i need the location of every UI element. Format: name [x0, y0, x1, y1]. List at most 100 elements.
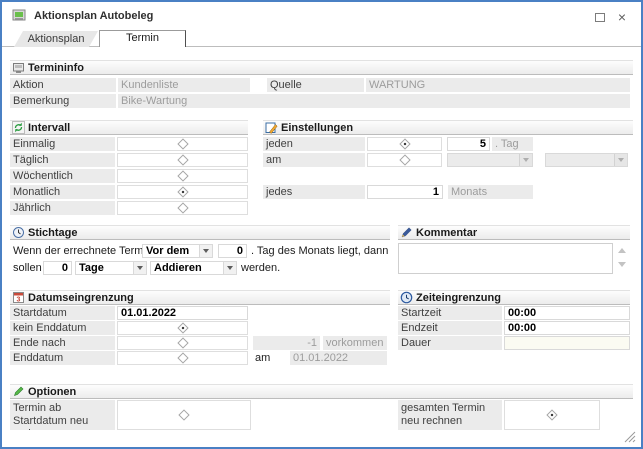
tabstrip-baseline	[2, 46, 641, 47]
enddatum-radio[interactable]	[117, 351, 248, 365]
stichtage-mode-dropdown[interactable]: Vor dem	[142, 244, 213, 258]
intervall-woechentlich-label: Wöchentlich	[10, 169, 115, 183]
intervall-monatlich-label: Monatlich	[10, 185, 115, 199]
termininfo-title: Termininfo	[28, 61, 85, 74]
jeden-tag-input[interactable]	[447, 137, 490, 151]
einstellungen-header: Einstellungen	[263, 120, 633, 135]
radio-diamond-icon	[398, 138, 411, 150]
am-radio[interactable]	[367, 153, 442, 167]
jedes-label: jedes	[263, 185, 365, 199]
radio-diamond-icon	[178, 409, 190, 421]
kein-enddatum-radio[interactable]	[117, 321, 248, 335]
intervall-taeglich-label: Täglich	[10, 153, 115, 167]
maximize-icon	[595, 12, 605, 22]
termininfo-header: Termininfo	[10, 60, 633, 75]
startdatum-label: Startdatum	[10, 306, 115, 320]
radio-diamond-icon	[176, 186, 189, 198]
bemerkung-label: Bemerkung	[10, 94, 116, 108]
stichtage-header: Stichtage	[10, 225, 390, 240]
intervall-einmalig-radio[interactable]	[117, 137, 248, 151]
pencil-icon	[401, 227, 412, 238]
vorkommen-suffix: vorkommen	[323, 336, 387, 350]
zeiteingrenzung-title: Zeiteingrenzung	[416, 291, 501, 304]
intervall-monatlich-radio[interactable]	[117, 185, 248, 199]
radio-diamond-icon	[176, 202, 189, 214]
calendar-icon: 3	[13, 292, 24, 304]
jedes-suffix: Monats	[448, 185, 533, 199]
kommentar-header: Kommentar	[398, 225, 630, 240]
am-label: am	[263, 153, 365, 167]
stichtage-line2-suffix: werden.	[241, 262, 281, 274]
enddatum-value: 01.01.2022	[290, 351, 387, 365]
scroll-down-icon[interactable]	[618, 262, 626, 267]
intervall-taeglich-radio[interactable]	[117, 153, 248, 167]
dropdown-arrow-icon	[133, 262, 146, 274]
intervall-woechentlich-radio[interactable]	[117, 169, 248, 183]
bemerkung-value: Bike-Wartung	[118, 94, 630, 108]
optionen-header: Optionen	[10, 384, 633, 399]
tab-termin[interactable]: Termin	[99, 30, 186, 47]
intervall-jaehrlich-radio[interactable]	[117, 201, 248, 215]
form-icon	[13, 63, 24, 73]
intervall-title: Intervall	[28, 121, 71, 134]
stichtage-offset-input[interactable]	[43, 261, 72, 275]
stichtage-unit-dropdown[interactable]: Tage	[75, 261, 147, 275]
jeden-label: jeden	[263, 137, 365, 151]
radio-diamond-icon	[398, 154, 411, 166]
aktion-label: Aktion	[10, 78, 116, 92]
endzeit-input[interactable]	[504, 321, 630, 335]
radio-diamond-icon	[176, 322, 189, 334]
resize-grip[interactable]	[621, 429, 636, 444]
jedes-input[interactable]	[367, 185, 443, 199]
quelle-value: WARTUNG	[366, 78, 630, 92]
dropdown-arrow-icon	[223, 262, 236, 274]
termin-ab-startdatum-radio[interactable]	[117, 400, 251, 430]
stichtage-op-dropdown[interactable]: Addieren	[150, 261, 237, 275]
svg-text:3: 3	[17, 297, 21, 304]
stichtage-day-input[interactable]	[218, 244, 247, 258]
green-pencil-icon	[14, 386, 24, 396]
dropdown-arrow-icon	[199, 245, 212, 257]
close-icon: ×	[617, 9, 627, 25]
am-weekday-dropdown	[447, 153, 533, 167]
zeiteingrenzung-header: Zeiteingrenzung	[398, 290, 630, 305]
enddatum-label: Enddatum	[10, 351, 115, 365]
radio-diamond-icon	[546, 409, 558, 421]
radio-diamond-icon	[176, 337, 189, 349]
enddatum-am-label: am	[255, 352, 271, 364]
intervall-jaehrlich-label: Jährlich	[10, 201, 115, 215]
gesamten-termin-radio[interactable]	[504, 400, 600, 430]
startzeit-label: Startzeit	[398, 306, 502, 320]
datumseingrenzung-header: 3 Datumseingrenzung	[10, 290, 390, 305]
am-week-dropdown	[545, 153, 628, 167]
jeden-radio[interactable]	[367, 137, 442, 151]
window-title: Aktionsplan Autobeleg	[34, 10, 154, 22]
radio-diamond-icon	[176, 170, 189, 182]
dauer-label: Dauer	[398, 336, 502, 350]
startdatum-input[interactable]	[117, 306, 248, 320]
recurrence-icon	[12, 121, 25, 134]
clock-icon	[13, 227, 24, 238]
radio-diamond-icon	[176, 352, 189, 364]
kommentar-title: Kommentar	[416, 226, 478, 239]
dauer-input[interactable]	[504, 336, 630, 350]
clock-icon	[400, 291, 413, 304]
einstellungen-title: Einstellungen	[281, 121, 354, 134]
stichtage-line1-suffix: . Tag des Monats liegt, dann	[251, 245, 389, 257]
ende-nach-radio[interactable]	[117, 336, 248, 350]
startzeit-input[interactable]	[504, 306, 630, 320]
endzeit-label: Endzeit	[398, 321, 502, 335]
close-button[interactable]: ×	[612, 8, 632, 26]
optionen-title: Optionen	[28, 385, 77, 398]
gesamten-termin-label: gesamten Termin neu rechnen	[398, 400, 502, 430]
stichtage-line1-text: Wenn der errechnete Termin	[13, 245, 152, 257]
tab-aktionsplan[interactable]: Aktionsplan	[14, 31, 98, 47]
stichtage-title: Stichtage	[28, 226, 78, 239]
window-icon	[12, 9, 26, 21]
kommentar-textarea[interactable]	[398, 243, 613, 274]
radio-diamond-icon	[176, 138, 189, 150]
scroll-up-icon[interactable]	[618, 248, 626, 253]
maximize-button[interactable]	[590, 8, 610, 26]
kein-enddatum-label: kein Enddatum	[10, 321, 115, 335]
